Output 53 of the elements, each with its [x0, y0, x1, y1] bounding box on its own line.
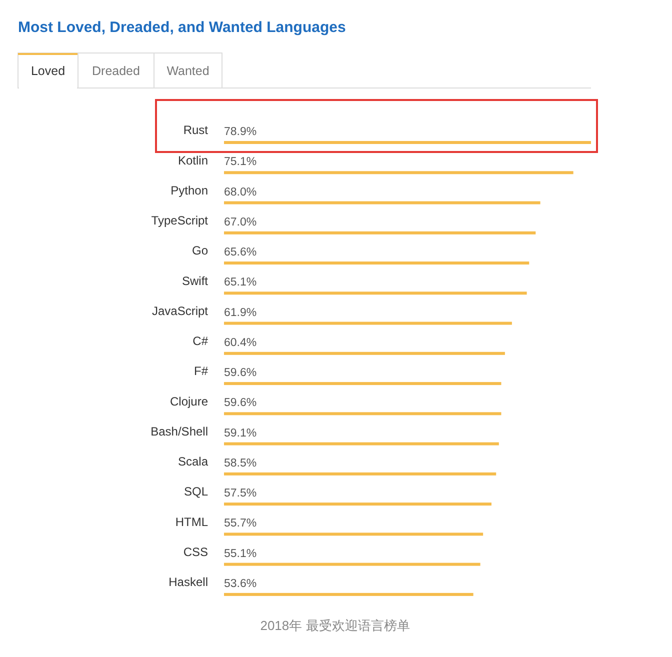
data-label: 59.6%: [224, 367, 257, 380]
data-label: 65.1%: [224, 276, 257, 289]
bar: [224, 292, 527, 295]
bar: [224, 352, 505, 355]
y-tick-label: Bash/Shell: [150, 424, 208, 438]
y-tick-label: JavaScript: [152, 304, 209, 318]
y-tick-label: Rust: [183, 123, 209, 138]
bar: [224, 592, 474, 596]
data-label: 53.6%: [224, 578, 257, 590]
chart-title: Most Loved, Dreaded, and Wanted Languages: [18, 19, 346, 36]
y-tick-label: TypeScript: [151, 214, 209, 228]
data-label: 60.4%: [224, 336, 257, 349]
data-label: 75.1%: [224, 156, 257, 168]
bar: [224, 502, 492, 506]
data-label: 59.1%: [224, 427, 257, 440]
data-label: 57.5%: [224, 488, 257, 500]
y-tick-label: Kotlin: [178, 153, 208, 168]
y-tick-label: Go: [192, 244, 208, 258]
bar: [224, 262, 530, 265]
bar: [224, 171, 574, 174]
y-tick-label: CSS: [183, 544, 208, 559]
text: Loved: [30, 64, 66, 78]
data-label: 58.5%: [224, 457, 257, 470]
bar: [224, 412, 502, 416]
data-label: 55.7%: [224, 518, 257, 530]
bar: [224, 472, 496, 476]
y-tick-label: Swift: [182, 274, 209, 288]
bar: [224, 562, 480, 566]
data-label: 61.9%: [224, 306, 257, 319]
data-label: 59.6%: [224, 397, 257, 410]
data-label: 68.0%: [224, 186, 257, 198]
data-label: 78.9%: [224, 126, 257, 138]
data-label: 65.6%: [224, 246, 257, 259]
text: 2018年 最受欢迎语言榜单: [260, 618, 410, 633]
y-tick-label: C#: [192, 334, 208, 348]
y-tick-label: Haskell: [168, 575, 208, 590]
bar: [224, 201, 540, 204]
y-tick-label: Clojure: [170, 394, 208, 408]
data-label: 55.1%: [224, 548, 257, 560]
text: Wanted: [166, 64, 210, 78]
bar: [224, 231, 536, 234]
text: Dreaded: [92, 64, 140, 78]
bar: [224, 532, 484, 536]
data-label: 67.0%: [224, 216, 257, 228]
bar: [224, 382, 502, 386]
bar: [224, 322, 512, 325]
y-tick-label: SQL: [184, 484, 208, 499]
y-tick-label: Scala: [178, 454, 208, 469]
bar: [224, 442, 499, 446]
y-tick-label: Python: [170, 183, 208, 198]
y-tick-label: HTML: [175, 514, 208, 529]
bar: [224, 141, 591, 144]
y-tick-label: F#: [194, 364, 208, 378]
